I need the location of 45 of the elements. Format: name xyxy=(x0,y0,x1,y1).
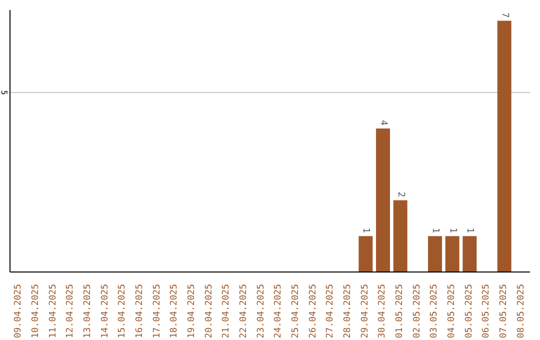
x-tick-label: 05.05.2025 xyxy=(464,284,474,338)
x-tick-label: 22.04.2025 xyxy=(239,284,249,338)
x-tick-label: 27.04.2025 xyxy=(326,284,336,338)
bar xyxy=(497,20,512,272)
data-label: 1 xyxy=(430,228,440,234)
x-tick-label: 28.04.2025 xyxy=(343,284,353,338)
x-tick-label: 23.04.2025 xyxy=(256,284,266,338)
x-tick-label: 21.04.2025 xyxy=(222,284,232,338)
data-label: 1 xyxy=(447,228,458,234)
x-tick-label: 17.04.2025 xyxy=(152,284,162,338)
data-label: 7 xyxy=(499,12,510,18)
x-tick-label: 02.05.2025 xyxy=(412,284,422,338)
bar xyxy=(358,236,373,272)
x-tick-label: 16.04.2025 xyxy=(135,284,145,338)
data-label: 2 xyxy=(395,192,406,198)
x-tick-label: 29.04.2025 xyxy=(360,284,370,338)
x-tick-label: 08.05.2025 xyxy=(516,284,526,338)
x-tick-label: 09.04.2025 xyxy=(14,284,24,338)
x-tick-label: 20.04.2025 xyxy=(204,284,214,338)
data-label: 4 xyxy=(378,120,388,126)
x-tick-label: 03.05.2025 xyxy=(430,284,440,338)
bar xyxy=(462,236,477,272)
x-tick-label: 07.05.2025 xyxy=(499,284,509,338)
x-tick-label: 11.04.2025 xyxy=(48,284,58,338)
x-tick-label: 24.04.2025 xyxy=(274,284,284,338)
x-tick-label: 10.04.2025 xyxy=(31,284,41,338)
x-tick-label: 15.04.2025 xyxy=(118,284,128,338)
data-label: 1 xyxy=(360,228,371,234)
x-tick-label: 13.04.2025 xyxy=(83,284,93,338)
bar xyxy=(393,200,408,272)
x-tick-label: 04.05.2025 xyxy=(447,284,457,338)
bar xyxy=(445,236,460,272)
x-tick-label: 19.04.2025 xyxy=(187,284,197,338)
x-tick-label: 26.04.2025 xyxy=(308,284,318,338)
x-tick-label: 25.04.2025 xyxy=(291,284,301,338)
x-tick-label: 14.04.2025 xyxy=(100,284,110,338)
y-tick-label: 5 xyxy=(0,90,8,96)
bar xyxy=(376,128,390,272)
x-tick-label: 12.04.2025 xyxy=(66,284,76,338)
x-tick-label: 06.05.2025 xyxy=(482,284,492,338)
x-tick-label: 01.05.2025 xyxy=(395,284,405,338)
x-tick-label: 18.04.2025 xyxy=(170,284,180,338)
x-tick-label: 30.04.2025 xyxy=(378,284,388,338)
bar xyxy=(428,236,442,272)
data-label: 1 xyxy=(464,228,475,234)
